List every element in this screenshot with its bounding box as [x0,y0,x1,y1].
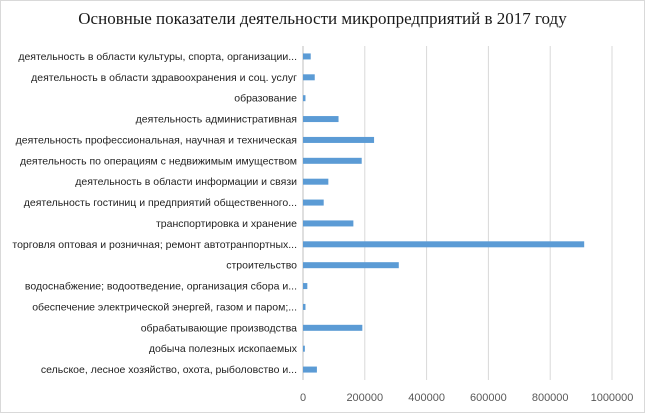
bars [303,53,585,373]
bar [303,283,308,290]
x-tick-label: 200000 [346,392,383,404]
bar [303,220,354,227]
bar [303,157,362,164]
bar [303,303,306,310]
bar [303,53,311,60]
bar [303,241,585,248]
category-label: деятельность в области культуры, спорта,… [18,51,297,63]
category-label: деятельность гостиниц и предприятий обще… [24,197,297,209]
category-label: деятельность по операциям с недвижимым и… [20,155,297,167]
bar [303,178,329,185]
x-tick-label: 800000 [532,392,569,404]
bar [303,366,317,373]
chart-title: Основные показатели деятельности микропр… [78,9,567,28]
bar [303,199,324,206]
x-tick-labels: 0 200000 400000 600000 800000 1000000 [300,392,633,404]
bar [303,136,375,143]
category-label: деятельность профессиональная, научная и… [16,134,297,146]
x-tick-label: 1000000 [591,392,634,404]
category-label: сельское, лесное хозяйство, охота, рыбол… [41,364,297,376]
category-label: обрабатывающие производства [141,322,297,334]
gridlines [302,46,613,380]
category-label: транспортировка и хранение [156,218,297,230]
x-tick-label: 600000 [470,392,507,404]
category-label: водоснабжение; водоотведение, организаци… [25,281,297,293]
bar [303,95,306,102]
category-labels: деятельность в области культуры, спорта,… [12,51,297,376]
category-label: деятельность в области информации и связ… [75,176,297,188]
bar [303,324,363,331]
category-label: строительство [226,260,297,272]
category-label: обеспечение электрической энергей, газом… [32,301,297,313]
category-label: добыча полезных ископаемых [149,343,298,355]
category-label: торговля оптовая и розничная; ремонт авт… [12,239,297,251]
bar [303,116,339,123]
x-tick-label: 400000 [408,392,445,404]
category-label: образование [234,93,297,105]
bar [303,262,399,269]
bar [303,345,305,352]
category-label: деятельность административная [136,114,297,126]
category-label: деятельность в области здравоохранения и… [31,72,297,84]
x-tick-label: 0 [300,392,306,404]
bar [303,74,315,81]
